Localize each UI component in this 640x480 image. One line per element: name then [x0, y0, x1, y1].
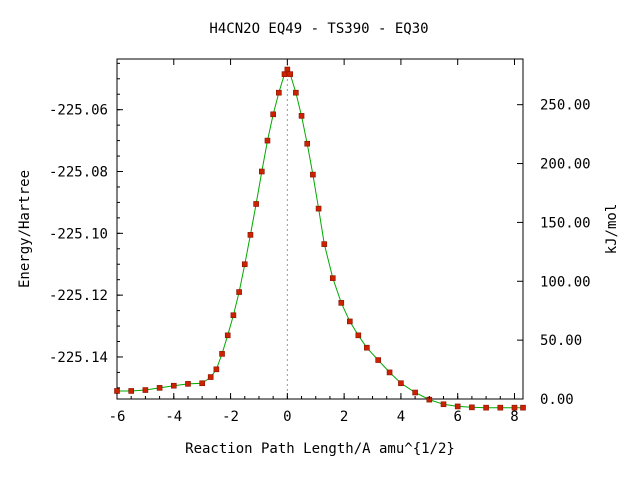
- y2-tick-label: 200.00: [540, 157, 591, 173]
- data-point: [253, 201, 259, 207]
- data-point: [355, 332, 362, 339]
- data-point: [199, 380, 205, 387]
- x-tick-label: 0: [283, 409, 291, 425]
- data-point: [347, 318, 353, 325]
- y-tick-label: -225.08: [49, 165, 108, 181]
- data-point: [213, 366, 220, 373]
- data-point: [284, 66, 291, 73]
- data-point: [375, 357, 382, 363]
- y-tick-label: -225.06: [49, 103, 108, 119]
- data-point: [247, 232, 254, 238]
- data-point: [293, 89, 299, 96]
- y2-tick-label: 250.00: [540, 98, 591, 114]
- y-tick-label: -225.14: [49, 350, 108, 366]
- data-point: [241, 261, 248, 268]
- y2-axis-label: kJ/mol: [604, 204, 620, 255]
- data-point: [329, 275, 336, 281]
- data-point: [281, 71, 288, 77]
- x-tick-label: 4: [397, 409, 405, 425]
- y2-tick-label: 100.00: [540, 274, 591, 290]
- data-point: [207, 374, 214, 380]
- data-point: [483, 404, 489, 411]
- data-point: [128, 388, 134, 394]
- data-point: [170, 382, 177, 389]
- data-point: [315, 205, 322, 212]
- y-tick-label: -225.12: [49, 288, 108, 304]
- y2-tick-label: 50.00: [540, 333, 582, 349]
- data-point: [511, 404, 518, 411]
- x-axis-ticks: -6 -4 -2 0 2 4 6 8: [109, 59, 519, 425]
- series-line: [117, 68, 523, 409]
- chart-title: H4CN2O EQ49 - TS390 - EQ30: [209, 21, 428, 37]
- plot-frame: [116, 58, 524, 400]
- y-axis-ticks: -225.06 -225.08 -225.10 -225.12 -225.14: [49, 62, 123, 389]
- data-point: [219, 351, 225, 357]
- x-tick-label: -2: [222, 409, 239, 425]
- plot-border: [116, 58, 524, 400]
- data-point: [338, 300, 345, 306]
- data-point: [440, 401, 447, 408]
- data-point: [398, 380, 404, 387]
- data-point: [310, 171, 316, 178]
- data-point: [264, 137, 271, 144]
- data-point: [469, 404, 475, 411]
- data-point: [520, 404, 526, 411]
- data-point: [412, 389, 418, 396]
- data-point: [270, 111, 276, 118]
- x-tick-label: 2: [340, 409, 348, 425]
- data-point: [156, 385, 163, 391]
- x-tick-label: 8: [510, 409, 518, 425]
- data-point: [224, 332, 231, 339]
- data-point: [236, 289, 242, 295]
- data-point: [364, 344, 370, 351]
- data-point: [142, 387, 149, 393]
- y-tick-label: -225.10: [49, 226, 108, 242]
- data-point: [276, 89, 282, 96]
- series-polyline: [117, 68, 523, 409]
- data-point: [185, 381, 191, 387]
- data-point: [304, 140, 311, 147]
- y-axis-label: Energy/Hartree: [17, 170, 33, 288]
- data-point: [386, 369, 393, 376]
- x-axis-label: Reaction Path Length/A amu^{1/2}: [185, 441, 455, 457]
- series-points: [114, 66, 526, 411]
- y2-tick-label: 0.00: [540, 392, 574, 408]
- data-point: [114, 388, 120, 394]
- data-point: [287, 71, 293, 77]
- y2-axis-ticks: 250.00 200.00 150.00 100.00 50.00 0.00: [517, 98, 591, 408]
- x-tick-label: -6: [109, 409, 126, 425]
- data-point: [298, 113, 305, 119]
- data-point: [497, 404, 504, 411]
- y2-tick-label: 150.00: [540, 215, 591, 231]
- x-tick-label: -4: [165, 409, 182, 425]
- data-point: [321, 241, 328, 247]
- x-tick-label: 6: [453, 409, 461, 425]
- data-point: [230, 312, 237, 319]
- data-point: [258, 168, 265, 175]
- data-point: [454, 403, 461, 410]
